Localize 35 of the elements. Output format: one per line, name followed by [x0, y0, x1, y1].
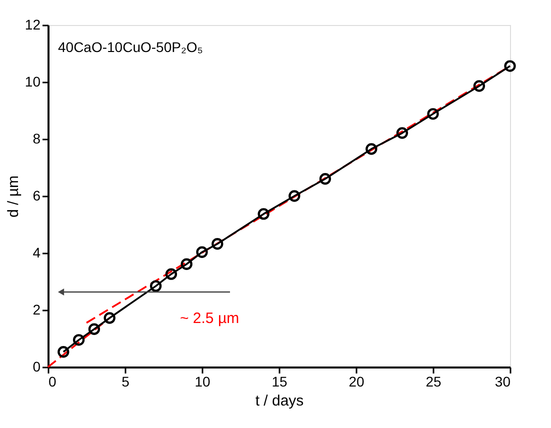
- point: [104, 312, 116, 324]
- annotation: 40CaO-10CuO-50P₂O₅: [58, 39, 203, 55]
- point: [288, 190, 300, 202]
- point: [196, 246, 208, 258]
- x-tick-label: 15: [272, 374, 288, 390]
- point: [473, 80, 486, 92]
- point: [180, 258, 192, 270]
- x-tick-label: 0: [48, 374, 56, 390]
- y-tick-label: 6: [32, 188, 41, 204]
- point: [504, 60, 516, 72]
- x-tick-label: 20: [348, 374, 364, 390]
- y-tick-label: 8: [32, 130, 41, 146]
- y-tick-label: 10: [24, 74, 41, 90]
- point: [258, 208, 270, 220]
- x-tick-label: 25: [426, 374, 442, 390]
- x-tick-label: 5: [122, 374, 130, 390]
- x-tick-label: 10: [194, 374, 210, 390]
- point: [58, 346, 70, 358]
- point: [366, 143, 378, 155]
- y-axis-title: d / µm: [4, 176, 22, 218]
- y-tick-label: 0: [32, 358, 41, 374]
- point: [212, 238, 224, 250]
- y-tick-label: 2: [32, 302, 41, 318]
- point: [165, 268, 178, 280]
- point: [72, 334, 85, 346]
- y-tick-label: 12: [24, 16, 41, 32]
- x-axis-title: t / days: [255, 392, 304, 410]
- point: [427, 108, 439, 120]
- annotation: ~ 2.5 µm: [180, 310, 240, 327]
- point: [319, 173, 332, 185]
- x-tick-label: 30: [494, 374, 511, 390]
- y-tick-label: 4: [32, 244, 41, 260]
- point: [88, 323, 100, 335]
- point: [150, 280, 162, 292]
- point: [396, 127, 408, 139]
